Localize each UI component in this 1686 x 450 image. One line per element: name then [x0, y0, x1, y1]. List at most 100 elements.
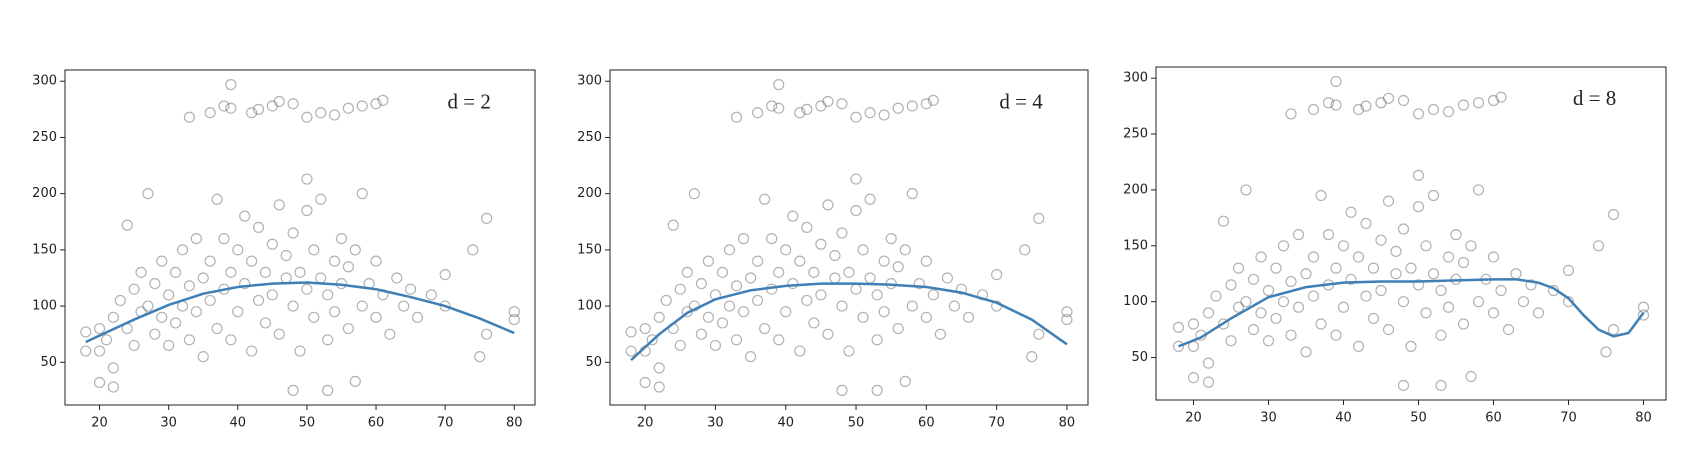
point — [301, 283, 313, 295]
x-tick-label: 50 — [1410, 411, 1427, 426]
point — [850, 173, 862, 185]
point — [398, 300, 410, 312]
x-tick-label: 80 — [506, 416, 523, 431]
point — [1397, 379, 1410, 392]
point — [752, 107, 764, 119]
point — [1427, 103, 1440, 116]
point — [1337, 240, 1350, 252]
point — [1412, 279, 1425, 291]
point — [794, 107, 806, 119]
point — [266, 100, 278, 112]
y-tick-label: 100 — [577, 299, 602, 314]
point — [836, 98, 848, 110]
x-tick-label: 40 — [1335, 411, 1352, 426]
point — [857, 244, 869, 256]
point — [1232, 262, 1245, 274]
point — [218, 233, 230, 245]
point — [1472, 97, 1485, 109]
point — [843, 266, 855, 278]
fit-line — [85, 281, 515, 344]
point — [1382, 324, 1395, 336]
fit-line — [1178, 278, 1645, 348]
point — [315, 272, 327, 284]
point — [328, 306, 341, 318]
x-tick-label: 50 — [848, 416, 865, 431]
x-tick-label: 30 — [707, 416, 724, 431]
point — [653, 381, 665, 393]
panel: 20 30 40 50 60 70 80 50 100 150 200 250 300 d = 8 — [1123, 66, 1667, 426]
point — [439, 268, 451, 281]
point — [342, 322, 354, 335]
point — [1262, 335, 1275, 347]
point — [906, 300, 918, 312]
point — [871, 334, 883, 346]
point — [716, 317, 729, 329]
point — [149, 277, 161, 290]
point — [156, 255, 168, 267]
point — [723, 244, 736, 256]
point — [801, 294, 813, 307]
point — [864, 272, 876, 284]
point — [481, 328, 493, 340]
point — [934, 328, 946, 340]
point — [808, 266, 820, 278]
point — [169, 266, 182, 278]
point — [1217, 215, 1230, 227]
point — [93, 376, 106, 389]
point — [1061, 306, 1073, 318]
point — [681, 266, 693, 278]
point — [481, 212, 493, 224]
point — [1315, 318, 1327, 330]
point — [1382, 195, 1395, 207]
point — [384, 328, 396, 340]
point — [239, 210, 251, 222]
point — [1322, 97, 1335, 109]
point — [780, 244, 792, 256]
point — [246, 255, 258, 267]
point — [1442, 251, 1455, 263]
point — [1562, 264, 1575, 276]
point — [1435, 329, 1447, 341]
point — [1307, 251, 1320, 263]
point — [246, 107, 258, 119]
point — [780, 306, 792, 318]
point — [190, 233, 202, 245]
point — [871, 289, 883, 301]
point — [1562, 296, 1575, 308]
x-tick-label: 20 — [1185, 411, 1202, 426]
y-tick-label: 150 — [1123, 238, 1148, 253]
point — [163, 339, 175, 352]
point — [328, 255, 341, 267]
point — [1285, 108, 1297, 120]
panel: 20 30 40 50 60 70 80 50 100 150 200 250 300 d = 4 — [577, 69, 1089, 431]
annotation: d = 8 — [1573, 86, 1616, 110]
point — [273, 95, 285, 108]
point — [1517, 296, 1530, 308]
x-tick-label: 80 — [1635, 411, 1652, 426]
point — [1427, 268, 1440, 280]
point — [941, 272, 954, 284]
point — [1202, 357, 1215, 369]
point — [1637, 309, 1650, 321]
point — [252, 103, 265, 115]
point — [653, 362, 665, 374]
point — [1360, 100, 1372, 112]
point — [744, 351, 757, 363]
point — [822, 328, 834, 340]
point — [1472, 184, 1485, 196]
point — [695, 277, 707, 290]
point — [646, 334, 658, 346]
point — [836, 384, 848, 396]
point — [1352, 103, 1365, 116]
point — [850, 111, 862, 123]
point — [723, 300, 736, 312]
point — [1232, 301, 1245, 313]
point — [377, 94, 389, 106]
point — [1277, 240, 1290, 252]
point — [1172, 340, 1185, 352]
point — [759, 193, 771, 205]
point — [801, 103, 813, 115]
point — [766, 233, 778, 245]
point — [1525, 279, 1537, 291]
point — [1367, 312, 1380, 325]
